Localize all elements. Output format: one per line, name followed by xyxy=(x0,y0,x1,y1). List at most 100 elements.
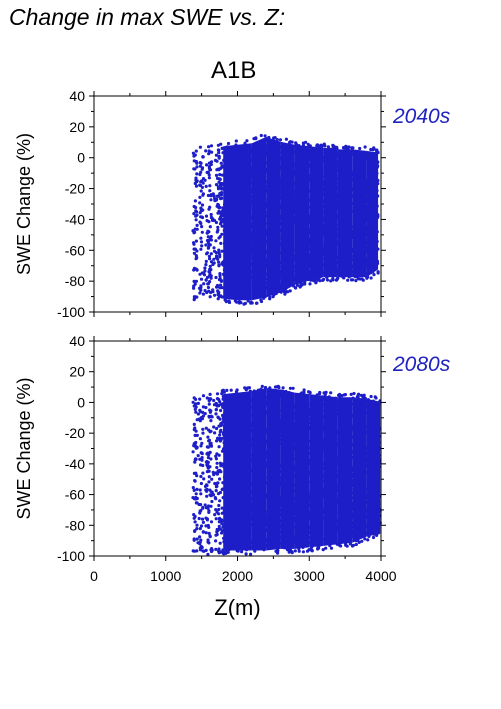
data-point xyxy=(195,172,199,176)
data-point-cluster xyxy=(352,149,367,278)
data-points-group xyxy=(191,384,382,556)
data-point xyxy=(194,492,198,496)
data-point xyxy=(198,172,202,177)
data-point xyxy=(194,279,198,283)
data-point xyxy=(207,438,211,442)
data-point-cluster xyxy=(280,141,295,293)
data-point xyxy=(194,205,198,210)
data-point xyxy=(301,550,305,554)
data-point xyxy=(194,239,198,243)
data-point xyxy=(213,431,217,435)
data-point xyxy=(206,456,210,460)
data-point xyxy=(199,284,203,288)
data-point xyxy=(210,415,214,419)
data-point xyxy=(323,144,327,148)
data-point xyxy=(198,211,202,215)
data-point xyxy=(193,520,197,524)
data-point xyxy=(194,149,198,153)
data-point-cluster xyxy=(323,147,338,278)
data-point xyxy=(215,510,219,514)
data-point xyxy=(217,503,221,508)
data-point xyxy=(237,300,241,304)
data-point xyxy=(208,184,212,188)
data-point xyxy=(192,471,196,475)
data-point xyxy=(194,176,198,180)
data-point xyxy=(192,497,197,501)
data-point xyxy=(194,457,198,461)
data-point xyxy=(199,481,203,486)
data-point xyxy=(323,393,327,397)
data-point xyxy=(219,283,223,287)
data-point xyxy=(205,219,209,223)
data-point xyxy=(363,537,367,541)
data-point xyxy=(208,225,212,229)
data-point xyxy=(199,524,204,528)
data-point xyxy=(206,552,210,556)
data-point xyxy=(212,398,216,403)
data-point xyxy=(219,428,223,432)
data-point xyxy=(360,539,364,543)
data-point xyxy=(240,550,244,554)
data-point-cluster xyxy=(223,144,238,301)
data-point xyxy=(192,286,196,290)
data-point xyxy=(203,266,207,270)
data-point xyxy=(219,279,223,283)
data-point xyxy=(198,195,202,199)
data-point xyxy=(192,268,196,272)
page-title: Change in max SWE vs. Z: xyxy=(9,4,286,30)
data-point xyxy=(198,437,202,441)
data-point xyxy=(362,393,366,397)
data-point xyxy=(216,187,221,191)
data-point xyxy=(217,151,221,155)
data-point xyxy=(192,154,196,158)
data-point xyxy=(335,277,339,281)
data-point xyxy=(354,542,358,547)
data-point xyxy=(198,397,202,401)
data-point xyxy=(208,189,212,193)
data-point xyxy=(191,486,195,490)
data-point xyxy=(326,145,330,149)
data-point xyxy=(207,402,211,406)
data-point xyxy=(276,551,280,555)
data-point xyxy=(349,392,353,396)
data-point xyxy=(312,279,316,283)
data-point xyxy=(284,137,288,141)
data-point xyxy=(281,386,285,390)
y-tick-label: -80 xyxy=(65,273,85,289)
data-point xyxy=(209,215,213,219)
data-point xyxy=(288,289,292,293)
data-point xyxy=(220,173,224,177)
data-point xyxy=(199,161,203,165)
data-point xyxy=(195,474,199,478)
data-point xyxy=(195,433,199,437)
data-point xyxy=(218,433,222,437)
data-point xyxy=(199,215,203,219)
data-point xyxy=(215,392,220,396)
data-point xyxy=(277,385,281,390)
data-point xyxy=(193,529,197,534)
data-point xyxy=(198,457,202,461)
data-point xyxy=(352,391,356,396)
data-point xyxy=(218,183,222,187)
data-point xyxy=(214,533,218,537)
data-point xyxy=(215,439,219,443)
data-point xyxy=(204,426,208,430)
data-point xyxy=(220,392,224,396)
data-point xyxy=(202,282,206,286)
data-point xyxy=(217,168,221,172)
data-point xyxy=(200,456,204,460)
data-point xyxy=(201,192,205,196)
data-point xyxy=(194,159,198,164)
data-point xyxy=(217,524,221,528)
data-point xyxy=(195,165,199,169)
data-point xyxy=(195,523,199,527)
data-point xyxy=(216,289,220,293)
data-point xyxy=(217,209,221,213)
data-point xyxy=(200,545,204,550)
data-point xyxy=(195,418,199,422)
data-point xyxy=(198,511,202,515)
data-point xyxy=(209,268,213,272)
data-point xyxy=(205,170,209,175)
data-point xyxy=(259,298,263,302)
